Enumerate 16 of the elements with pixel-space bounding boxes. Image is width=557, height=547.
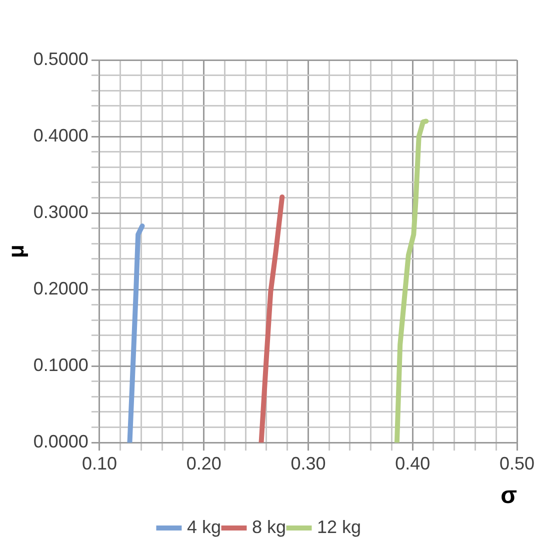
x-tick-label: 0.10 bbox=[82, 453, 117, 474]
y-tick-label: 0.3000 bbox=[33, 202, 88, 222]
y-tick-label: 0.2000 bbox=[33, 278, 88, 299]
y-axis-title: μ bbox=[3, 244, 28, 258]
x-tick-label: 0.30 bbox=[290, 453, 326, 474]
y-tick-label: 0.0000 bbox=[33, 432, 88, 452]
legend-label: 8 kg bbox=[252, 516, 286, 537]
x-axis-title: σ bbox=[500, 482, 517, 510]
x-tick-label: 0.50 bbox=[499, 453, 535, 474]
y-tick-label: 0.1000 bbox=[33, 355, 88, 376]
legend-label: 4 kg bbox=[186, 516, 221, 537]
y-tick-label: 0.4000 bbox=[33, 125, 88, 146]
y-tick-label: 0.5000 bbox=[33, 48, 88, 69]
legend-label: 12 kg bbox=[317, 516, 362, 537]
x-tick-label: 0.40 bbox=[395, 453, 430, 474]
x-tick-label: 0.20 bbox=[186, 453, 222, 474]
